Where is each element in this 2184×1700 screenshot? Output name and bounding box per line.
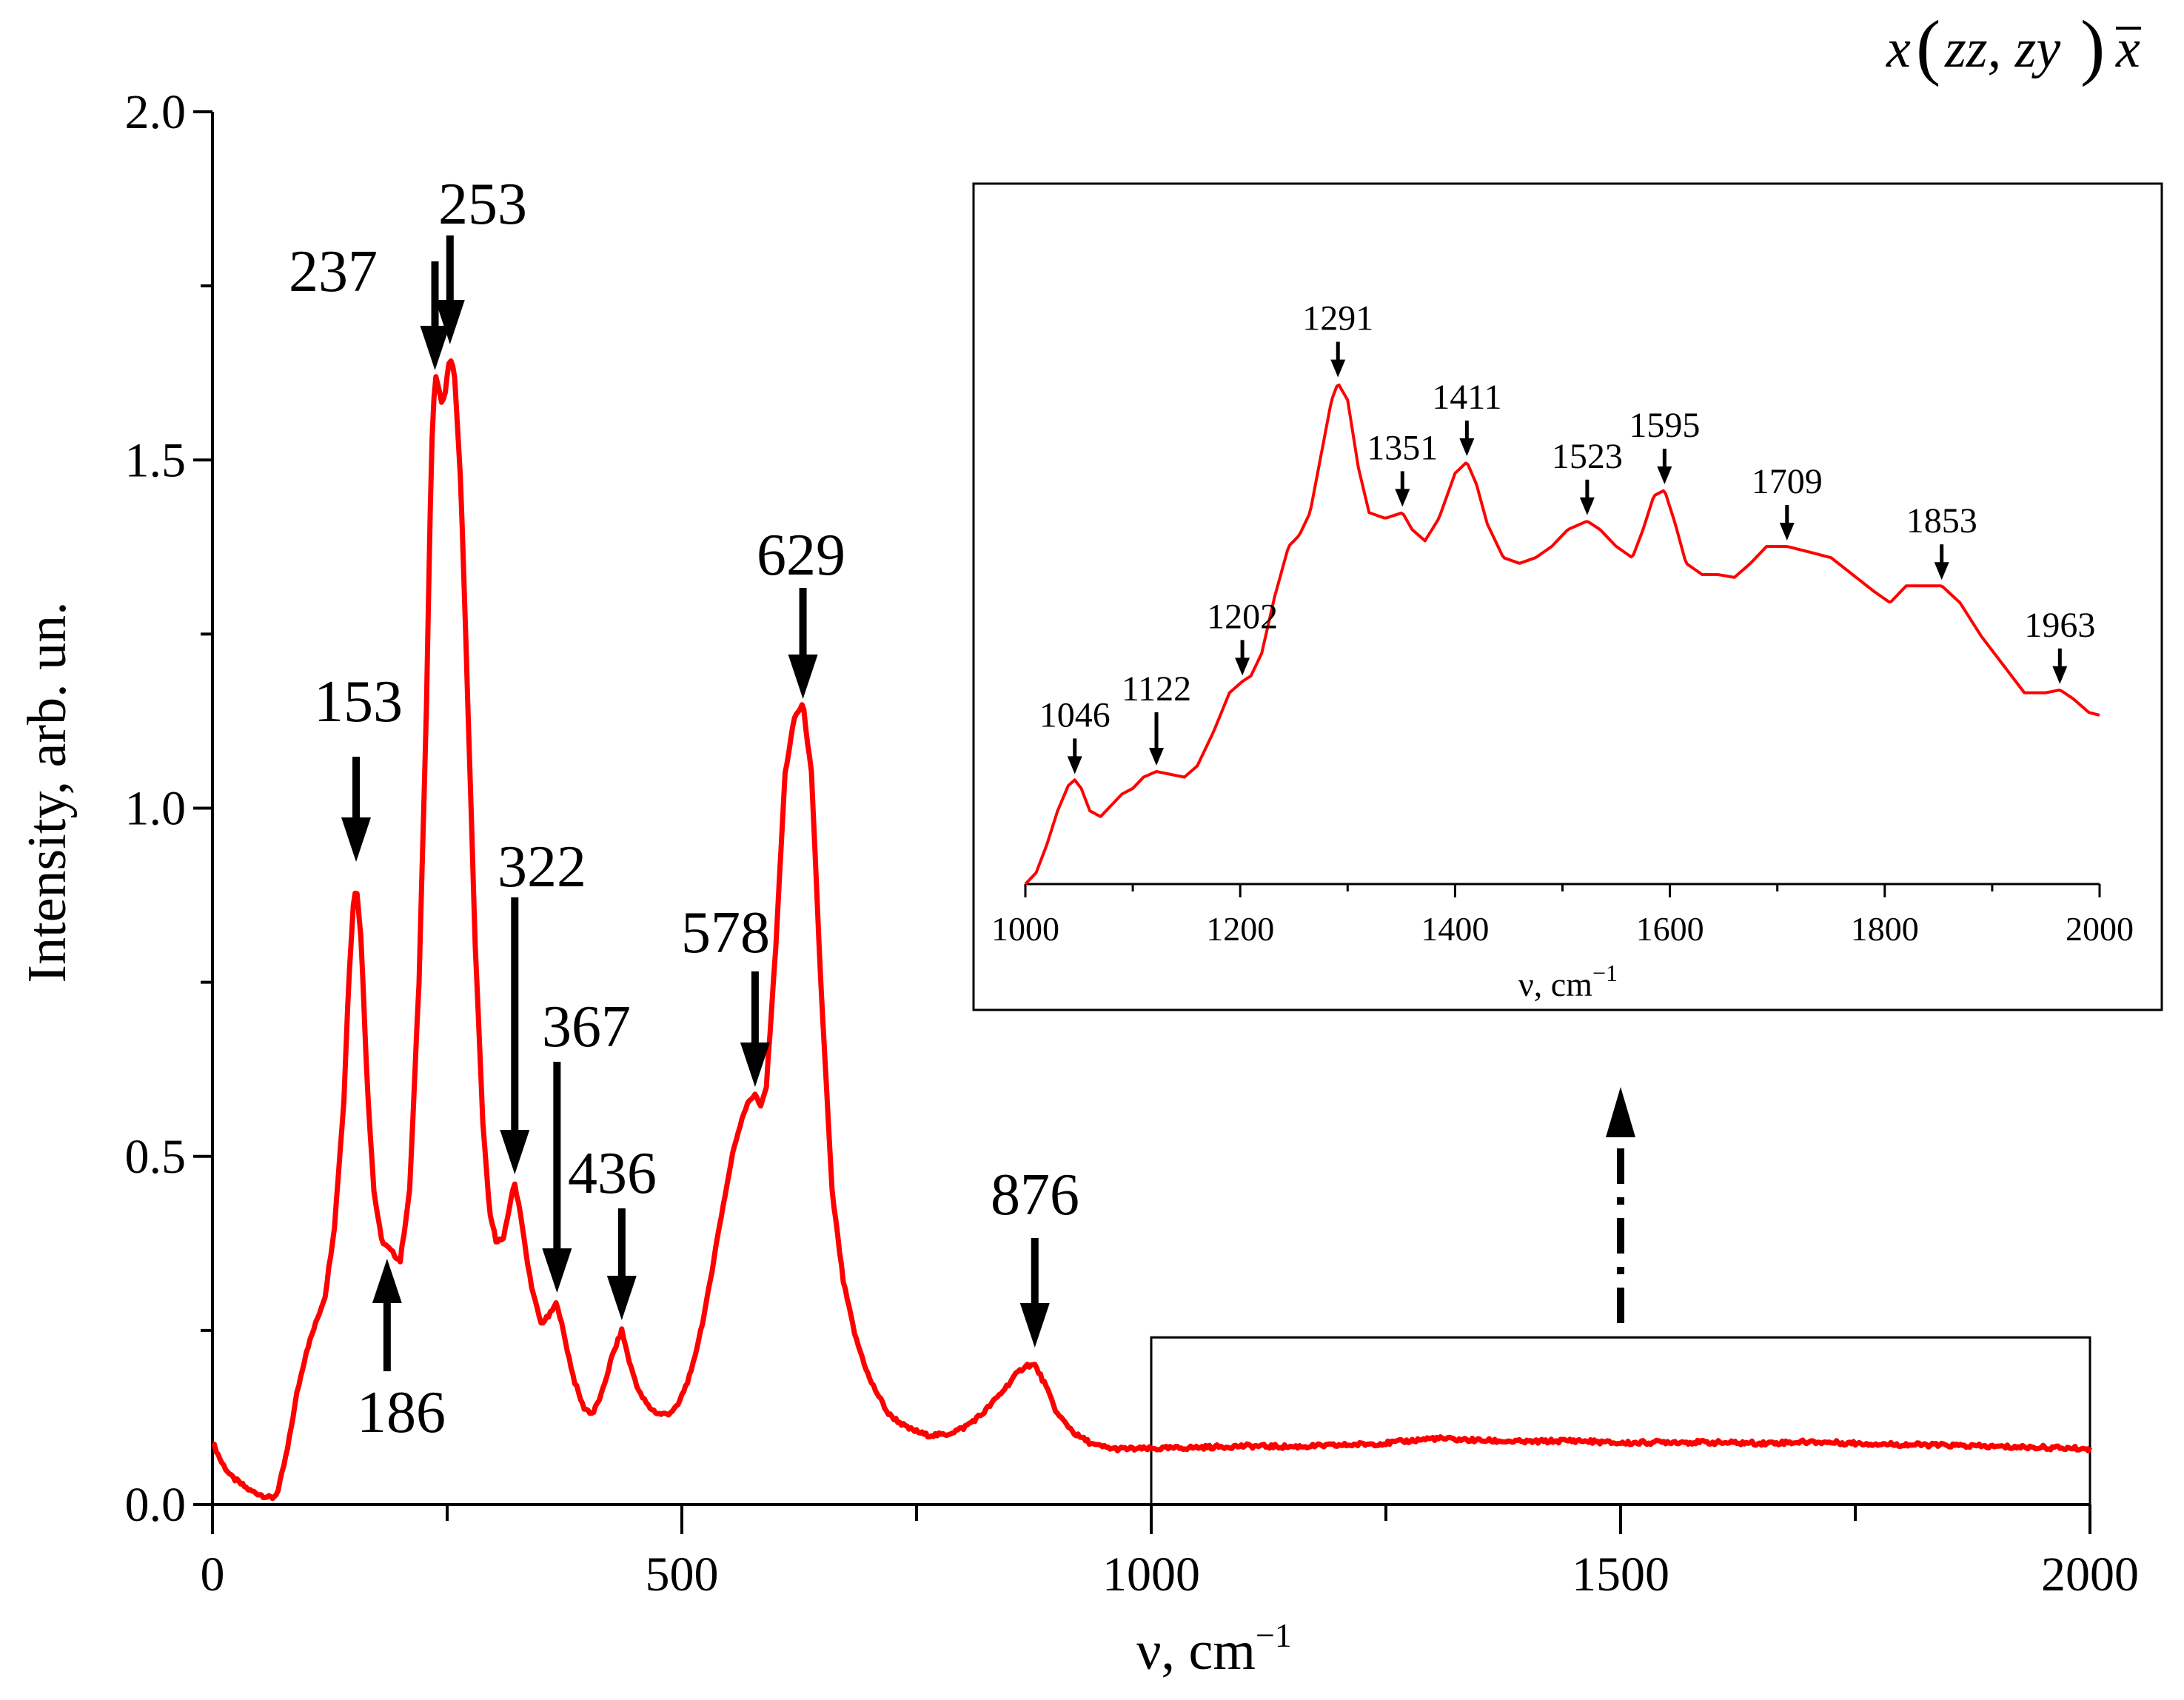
inset-peak-label-1709: 1709 bbox=[1752, 462, 1823, 501]
inset-x-axis-title: ν, cm−1 bbox=[1518, 960, 1618, 1003]
inset-peak-arrow-1046 bbox=[1067, 738, 1082, 774]
inset-x-tick-label: 1200 bbox=[1206, 910, 1274, 948]
inset-x-axis-title-superscript: −1 bbox=[1592, 960, 1618, 986]
inset-x-tick-label: 1000 bbox=[991, 910, 1059, 948]
inset-peak-label-1411: 1411 bbox=[1432, 378, 1501, 417]
geometry-open-paren: ( bbox=[1916, 5, 1940, 87]
inset-peak-label-1046: 1046 bbox=[1039, 695, 1111, 734]
main-peak-annotations: 153 186 237 253 322 367 436 578 629 876 bbox=[289, 172, 1079, 1445]
inset-peak-arrow-1595 bbox=[1657, 449, 1672, 484]
inset-peak-arrow-1963 bbox=[2052, 648, 2068, 684]
x-tick-label: 500 bbox=[646, 1547, 719, 1602]
inset-peak-arrow-1411 bbox=[1459, 421, 1475, 456]
x-tick-label: 1000 bbox=[1102, 1547, 1200, 1602]
geometry-close-paren: ) bbox=[2080, 5, 2105, 87]
peak-arrow-367 bbox=[542, 1062, 572, 1293]
peak-arrow-578 bbox=[740, 971, 770, 1087]
inset-peak-arrow-1351 bbox=[1395, 471, 1410, 507]
y-tick-label: 0.0 bbox=[125, 1478, 187, 1532]
x-axis-title-superscript: −1 bbox=[1256, 1616, 1292, 1654]
zoom-region-box bbox=[1150, 1336, 2091, 1506]
peak-arrow-153 bbox=[341, 757, 372, 862]
peak-label-436: 436 bbox=[568, 1141, 657, 1206]
y-tick-label: 0.5 bbox=[125, 1130, 187, 1184]
inset-x-tick-label: 1400 bbox=[1421, 910, 1489, 948]
inset-x-ticks: 1000 1200 1400 1600 1800 2000 bbox=[991, 884, 2134, 948]
main-y-ticks: 0.0 0.5 1.0 1.5 2.0 bbox=[125, 85, 212, 1532]
peak-arrow-876 bbox=[1019, 1238, 1050, 1348]
inset-peak-label-1351: 1351 bbox=[1367, 428, 1438, 467]
inset-plot: 1000 1200 1400 1600 1800 2000 1046 1122 1202 129… bbox=[972, 182, 2163, 1011]
peak-arrow-629 bbox=[788, 588, 818, 699]
y-axis-title: Intensity, arb. un. bbox=[17, 601, 78, 983]
x-axis-title-main: ν, cm bbox=[1136, 1621, 1256, 1681]
inset-x-tick-label: 1600 bbox=[1636, 910, 1704, 948]
y-tick-label: 2.0 bbox=[125, 85, 187, 139]
geometry-prefix: x bbox=[1886, 19, 1911, 79]
peak-arrow-186 bbox=[372, 1259, 402, 1371]
zoom-pointer-arrow bbox=[1606, 1087, 1635, 1323]
peak-label-322: 322 bbox=[498, 834, 586, 900]
x-tick-label: 2000 bbox=[2041, 1547, 2139, 1602]
inset-spectrum-line bbox=[1024, 384, 2100, 886]
inset-x-tick-label: 1800 bbox=[1851, 910, 1919, 948]
peak-label-629: 629 bbox=[757, 523, 845, 588]
geometry-content: zz, zy bbox=[1944, 19, 2060, 79]
inset-peak-label-1853: 1853 bbox=[1906, 501, 1977, 541]
y-tick-label: 1.5 bbox=[125, 433, 187, 487]
main-plot: 0 500 1000 1500 2000 0.0 0.5 1.0 1.5 2.0 153 186 2… bbox=[17, 5, 2141, 1681]
peak-label-153: 153 bbox=[314, 669, 403, 734]
inset-peak-label-1202: 1202 bbox=[1207, 597, 1278, 636]
inset-peak-label-1963: 1963 bbox=[2024, 606, 2095, 645]
inset-peak-label-1291: 1291 bbox=[1302, 299, 1373, 338]
y-tick-label: 1.0 bbox=[125, 782, 187, 836]
peak-arrow-253 bbox=[435, 235, 465, 344]
inset-peak-arrow-1523 bbox=[1579, 479, 1595, 515]
x-tick-label: 0 bbox=[201, 1547, 225, 1602]
peak-label-876: 876 bbox=[991, 1162, 1079, 1228]
x-axis-title: ν, cm−1 bbox=[1136, 1616, 1292, 1681]
peak-label-578: 578 bbox=[681, 900, 770, 966]
inset-peak-label-1595: 1595 bbox=[1629, 406, 1700, 445]
zoom-pointer-head bbox=[1606, 1087, 1635, 1137]
inset-frame bbox=[972, 182, 2163, 1011]
peak-label-367: 367 bbox=[542, 994, 631, 1060]
scattering-geometry-label: x ( zz, zy ) x bbox=[1886, 5, 2141, 87]
inset-peak-label-1523: 1523 bbox=[1552, 437, 1623, 476]
main-spectrum-line bbox=[212, 358, 2093, 1502]
inset-peak-arrow-1202 bbox=[1235, 640, 1250, 676]
inset-peak-arrow-1122 bbox=[1149, 712, 1165, 766]
inset-x-tick-label: 2000 bbox=[2066, 910, 2134, 948]
peak-arrow-237 bbox=[420, 261, 450, 370]
peak-arrow-322 bbox=[500, 897, 530, 1174]
x-tick-label: 1500 bbox=[1572, 1547, 1669, 1602]
peak-label-253: 253 bbox=[438, 172, 527, 237]
peak-label-186: 186 bbox=[357, 1380, 446, 1445]
inset-peak-arrow-1291 bbox=[1330, 341, 1346, 378]
inset-peak-arrow-1853 bbox=[1934, 544, 1949, 580]
main-x-ticks: 0 500 1000 1500 2000 bbox=[201, 1505, 2139, 1602]
inset-peak-label-1122: 1122 bbox=[1122, 669, 1191, 709]
peak-label-237: 237 bbox=[289, 239, 378, 304]
inset-peak-arrow-1709 bbox=[1779, 505, 1795, 541]
peak-arrow-436 bbox=[606, 1208, 637, 1320]
inset-x-axis-title-main: ν, cm bbox=[1518, 966, 1592, 1003]
